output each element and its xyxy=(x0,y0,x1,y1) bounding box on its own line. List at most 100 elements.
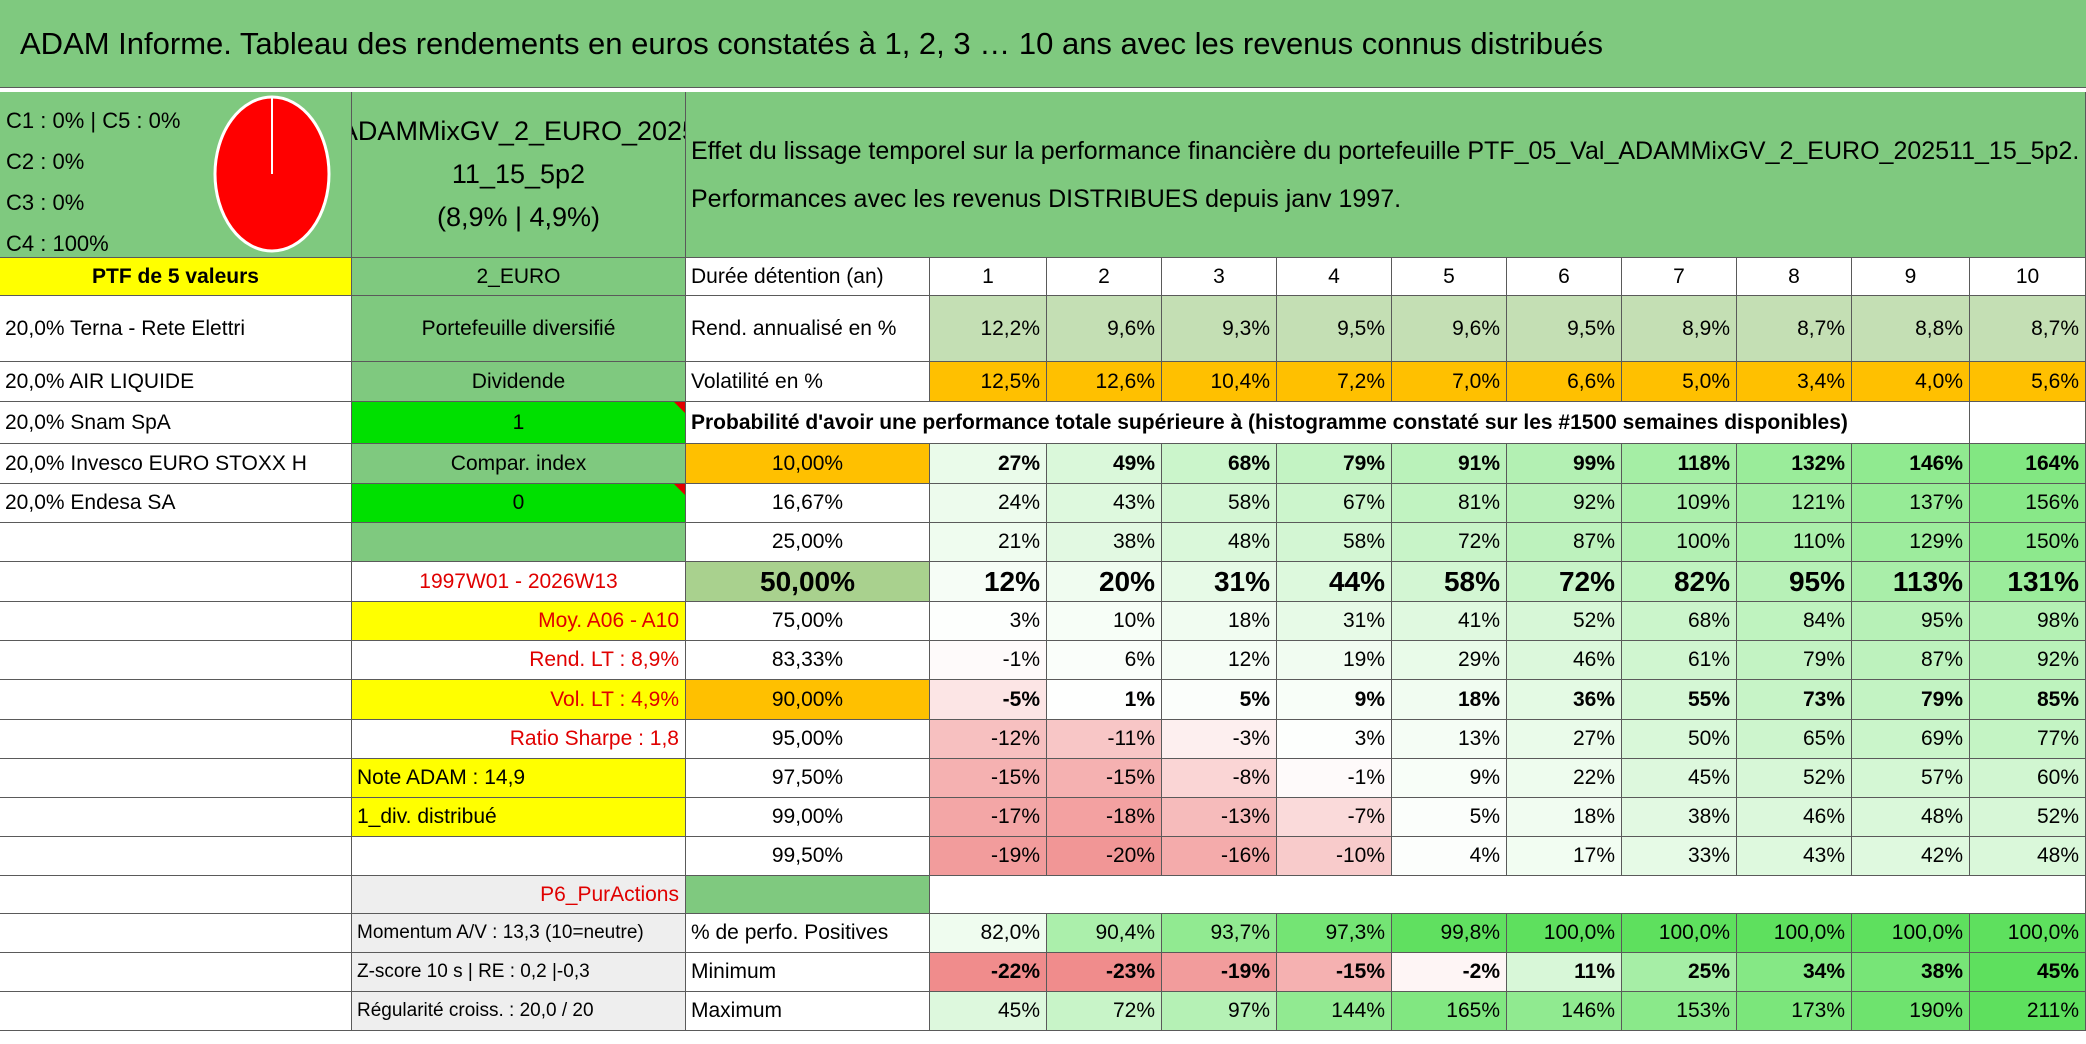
quantile-label[interactable]: 50,00% xyxy=(686,562,930,602)
quantile-value[interactable]: 3% xyxy=(1277,720,1392,759)
empty-cell[interactable] xyxy=(352,837,686,876)
quantile-value[interactable]: 21% xyxy=(930,523,1047,562)
quantile-value[interactable]: 12% xyxy=(1162,641,1277,680)
empty-cell[interactable] xyxy=(0,759,352,798)
sharpe-label[interactable]: Ratio Sharpe : 1,8 xyxy=(352,720,686,759)
quantile-value[interactable]: 19% xyxy=(1277,641,1392,680)
quantile-value[interactable]: 58% xyxy=(1392,562,1507,602)
year-header[interactable]: 9 xyxy=(1852,258,1970,296)
quantile-value[interactable]: 77% xyxy=(1970,720,2086,759)
quantile-value[interactable]: 46% xyxy=(1507,641,1622,680)
quantile-value[interactable]: 42% xyxy=(1852,837,1970,876)
quantile-value[interactable]: 79% xyxy=(1737,641,1852,680)
quantile-value[interactable]: 48% xyxy=(1970,837,2086,876)
year-header[interactable]: 7 xyxy=(1622,258,1737,296)
quantile-value[interactable]: 156% xyxy=(1970,484,2086,523)
vol-value[interactable]: 6,6% xyxy=(1507,362,1622,402)
maximum-value[interactable]: 45% xyxy=(930,992,1047,1031)
moy-label[interactable]: Moy. A06 - A10 xyxy=(352,602,686,641)
quantile-value[interactable]: 48% xyxy=(1162,523,1277,562)
quantile-value[interactable]: 58% xyxy=(1277,523,1392,562)
rend-value[interactable]: 9,5% xyxy=(1277,296,1392,362)
minimum-value[interactable]: -23% xyxy=(1047,953,1162,992)
quantile-value[interactable]: 87% xyxy=(1507,523,1622,562)
minimum-value[interactable]: 11% xyxy=(1507,953,1622,992)
empty-cell[interactable] xyxy=(0,953,352,992)
empty-cell[interactable] xyxy=(930,876,2086,914)
year-header[interactable]: 3 xyxy=(1162,258,1277,296)
empty-cell[interactable] xyxy=(1970,402,2086,444)
holding-item[interactable]: 20,0% Invesco EURO STOXX H xyxy=(0,444,352,484)
minimum-value[interactable]: 34% xyxy=(1737,953,1852,992)
maximum-label[interactable]: Maximum xyxy=(686,992,930,1031)
quantile-label[interactable]: 10,00% xyxy=(686,444,930,484)
empty-green-cell[interactable] xyxy=(686,876,930,914)
vol-value[interactable]: 3,4% xyxy=(1737,362,1852,402)
rend-value[interactable]: 9,5% xyxy=(1507,296,1622,362)
vol-label[interactable]: Volatilité en % xyxy=(686,362,930,402)
allocation-box[interactable]: C1 : 0% | C5 : 0% C2 : 0% C3 : 0% C4 : 100% xyxy=(0,92,352,258)
positives-label[interactable]: % de perfo. Positives xyxy=(686,914,930,953)
rend-value[interactable]: 8,8% xyxy=(1852,296,1970,362)
quantile-value[interactable]: -10% xyxy=(1277,837,1392,876)
empty-cell[interactable] xyxy=(0,523,352,562)
probability-header[interactable]: Probabilité d'avoir une performance tota… xyxy=(686,402,1970,444)
minimum-value[interactable]: 38% xyxy=(1852,953,1970,992)
vol-value[interactable]: 7,2% xyxy=(1277,362,1392,402)
year-header[interactable]: 1 xyxy=(930,258,1047,296)
quantile-value[interactable]: 31% xyxy=(1277,602,1392,641)
year-header[interactable]: 5 xyxy=(1392,258,1507,296)
quantile-value[interactable]: 72% xyxy=(1392,523,1507,562)
empty-cell[interactable] xyxy=(0,602,352,641)
quantile-value[interactable]: 18% xyxy=(1162,602,1277,641)
quantile-value[interactable]: 87% xyxy=(1852,641,1970,680)
holding-item[interactable]: 20,0% Snam SpA xyxy=(0,402,352,444)
minimum-value[interactable]: -2% xyxy=(1392,953,1507,992)
minimum-value[interactable]: 25% xyxy=(1622,953,1737,992)
description-box[interactable]: Effet du lissage temporel sur la perform… xyxy=(686,92,2086,258)
vol-value[interactable]: 5,6% xyxy=(1970,362,2086,402)
quantile-value[interactable]: 92% xyxy=(1507,484,1622,523)
maximum-value[interactable]: 97% xyxy=(1162,992,1277,1031)
quantile-value[interactable]: 18% xyxy=(1507,798,1622,837)
holding-item[interactable]: 20,0% Terna - Rete Elettri xyxy=(0,296,352,362)
quantile-value[interactable]: 85% xyxy=(1970,680,2086,720)
quantile-value[interactable]: 9% xyxy=(1392,759,1507,798)
quantile-value[interactable]: 43% xyxy=(1047,484,1162,523)
regularite-label[interactable]: Régularité croiss. : 20,0 / 20 xyxy=(352,992,686,1031)
quantile-value[interactable]: 20% xyxy=(1047,562,1162,602)
empty-green-cell[interactable] xyxy=(352,523,686,562)
quantile-value[interactable]: 60% xyxy=(1970,759,2086,798)
rend-value[interactable]: 9,6% xyxy=(1392,296,1507,362)
vol-value[interactable]: 12,6% xyxy=(1047,362,1162,402)
quantile-value[interactable]: 22% xyxy=(1507,759,1622,798)
quantile-value[interactable]: 67% xyxy=(1277,484,1392,523)
quantile-value[interactable]: 41% xyxy=(1392,602,1507,641)
quantile-value[interactable]: 24% xyxy=(930,484,1047,523)
positives-value[interactable]: 93,7% xyxy=(1162,914,1277,953)
quantile-value[interactable]: 5% xyxy=(1162,680,1277,720)
quantile-value[interactable]: 52% xyxy=(1507,602,1622,641)
rend-lt-label[interactable]: Rend. LT : 8,9% xyxy=(352,641,686,680)
quantile-value[interactable]: 95% xyxy=(1852,602,1970,641)
momentum-label[interactable]: Momentum A/V : 13,3 (10=neutre) xyxy=(352,914,686,953)
quantile-value[interactable]: 38% xyxy=(1047,523,1162,562)
vol-value[interactable]: 5,0% xyxy=(1622,362,1737,402)
positives-value[interactable]: 100,0% xyxy=(1507,914,1622,953)
quantile-label[interactable]: 99,50% xyxy=(686,837,930,876)
quantile-value[interactable]: 137% xyxy=(1852,484,1970,523)
div-distrib-label[interactable]: 1_div. distribué xyxy=(352,798,686,837)
quantile-value[interactable]: 52% xyxy=(1970,798,2086,837)
quantile-value[interactable]: 38% xyxy=(1622,798,1737,837)
empty-cell[interactable] xyxy=(0,876,352,914)
quantile-value[interactable]: -15% xyxy=(1047,759,1162,798)
quantile-value[interactable]: 95% xyxy=(1737,562,1852,602)
quantile-value[interactable]: 49% xyxy=(1047,444,1162,484)
rend-label[interactable]: Rend. annualisé en % xyxy=(686,296,930,362)
quantile-value[interactable]: 55% xyxy=(1622,680,1737,720)
dividende-value[interactable]: 1 xyxy=(352,402,686,444)
quantile-value[interactable]: -18% xyxy=(1047,798,1162,837)
quantile-value[interactable]: 29% xyxy=(1392,641,1507,680)
minimum-value[interactable]: -15% xyxy=(1277,953,1392,992)
quantile-value[interactable]: -8% xyxy=(1162,759,1277,798)
